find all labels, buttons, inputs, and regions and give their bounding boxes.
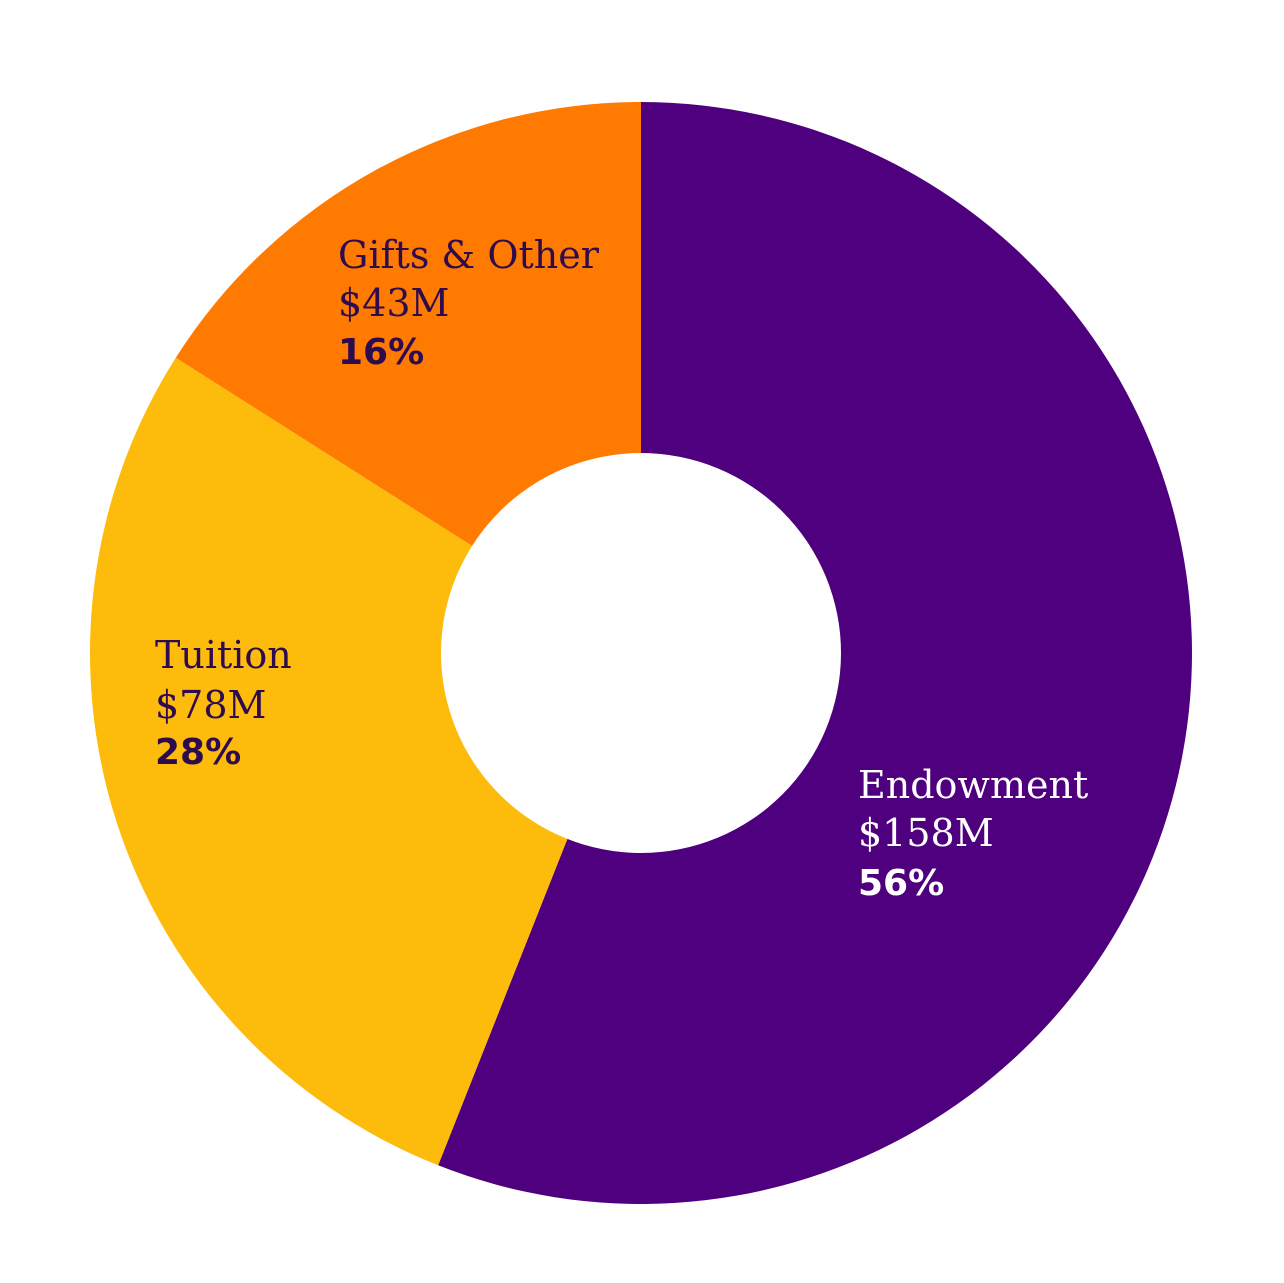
tuition-percent-label: 28% xyxy=(155,732,241,773)
endowment-percent-label: 56% xyxy=(858,863,944,904)
gifts-other-name-label: Gifts & Other xyxy=(338,233,600,277)
tuition-value-label: $78M xyxy=(155,683,266,727)
label-endowment: Endowment $158M 56% xyxy=(858,763,1088,904)
gifts-other-percent-label: 16% xyxy=(338,332,424,373)
donut-hole xyxy=(441,453,841,853)
label-gifts-other: Gifts & Other $43M 16% xyxy=(338,233,600,373)
label-tuition: Tuition $78M 28% xyxy=(155,633,292,773)
endowment-name-label: Endowment xyxy=(858,763,1088,807)
gifts-other-value-label: $43M xyxy=(338,281,449,325)
endowment-value-label: $158M xyxy=(858,811,994,855)
slice-tuition xyxy=(90,357,641,1166)
tuition-name-label: Tuition xyxy=(155,633,292,677)
